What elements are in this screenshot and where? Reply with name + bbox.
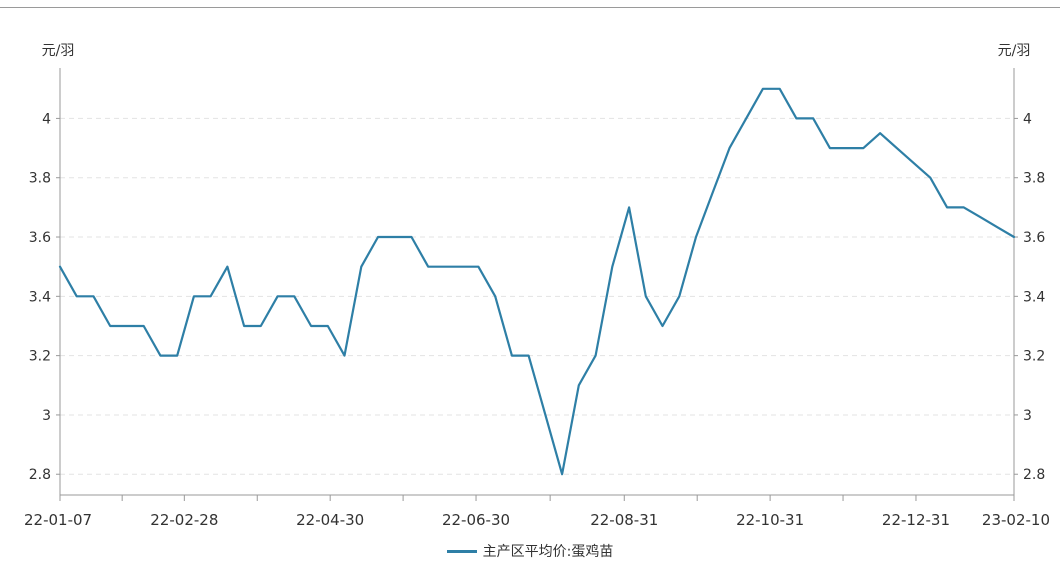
series-layer — [57, 86, 1017, 477]
y-tick-label-right: 3.6 — [1023, 230, 1045, 246]
data-point[interactable] — [325, 323, 331, 329]
data-point[interactable] — [911, 160, 917, 166]
data-point[interactable] — [392, 234, 398, 240]
y-tick-label-right: 3 — [1023, 408, 1032, 424]
data-point[interactable] — [676, 293, 682, 299]
x-tick-label: 22-04-30 — [296, 511, 364, 529]
data-point[interactable] — [526, 353, 532, 359]
data-point[interactable] — [927, 175, 933, 181]
data-point[interactable] — [609, 264, 615, 270]
data-point[interactable] — [743, 115, 749, 121]
data-point[interactable] — [208, 293, 214, 299]
y-tick-label-left: 3.6 — [29, 230, 51, 246]
legend[interactable]: 主产区平均价:蛋鸡苗 — [0, 541, 1060, 561]
y-tick-label-right: 2.8 — [1023, 467, 1045, 483]
data-point[interactable] — [241, 323, 247, 329]
data-point[interactable] — [978, 214, 984, 220]
y-tick-label-left: 3.4 — [29, 289, 51, 305]
y-axis-left-unit: 元/羽 — [42, 43, 75, 59]
y-tick-label-left: 4 — [42, 111, 51, 127]
x-tick-label: 22-02-28 — [150, 511, 218, 529]
data-point[interactable] — [492, 293, 498, 299]
data-point[interactable] — [459, 264, 465, 270]
x-axis-ticks: 22-01-07 22-02-28 22-04-30 22-06-30 22-08-31… — [24, 495, 1050, 529]
legend-label: 主产区平均价:蛋鸡苗 — [482, 544, 614, 560]
y-tick-label-right: 3.2 — [1023, 349, 1045, 365]
top-divider — [0, 7, 1060, 8]
data-point[interactable] — [258, 323, 264, 329]
legend-swatch — [446, 549, 477, 553]
y-tick-label-right: 4 — [1023, 111, 1032, 127]
data-point[interactable] — [358, 264, 364, 270]
data-point[interactable] — [442, 264, 448, 270]
y-axis-left-ticks: 2.8 3 3.2 3.4 3.6 3.8 4 — [29, 111, 60, 483]
data-point[interactable] — [141, 323, 147, 329]
x-tick-label: 22-01-07 — [24, 511, 92, 529]
data-point[interactable] — [576, 382, 582, 388]
data-point[interactable] — [810, 115, 816, 121]
data-point[interactable] — [559, 471, 565, 477]
data-point[interactable] — [107, 323, 113, 329]
data-point[interactable] — [157, 353, 163, 359]
data-point[interactable] — [760, 86, 766, 92]
series-line[interactable] — [58, 87, 1016, 476]
axes — [59, 68, 1015, 496]
data-point[interactable] — [425, 264, 431, 270]
x-tick-label: 23-02-10 — [982, 511, 1050, 529]
x-tick-label: 22-08-31 — [590, 511, 658, 529]
data-point[interactable] — [275, 293, 281, 299]
data-point[interactable] — [475, 264, 481, 270]
data-point[interactable] — [1011, 234, 1017, 240]
data-point[interactable] — [844, 145, 850, 151]
data-point[interactable] — [90, 293, 96, 299]
y-axis-right-ticks: 2.8 3 3.2 3.4 3.6 3.8 4 — [1014, 111, 1045, 483]
data-point[interactable] — [894, 145, 900, 151]
y-tick-label-left: 2.8 — [29, 467, 51, 483]
data-point[interactable] — [827, 145, 833, 151]
data-point[interactable] — [994, 224, 1000, 230]
data-point[interactable] — [961, 204, 967, 210]
data-point[interactable] — [191, 293, 197, 299]
y-tick-label-left: 3.8 — [29, 171, 51, 187]
x-tick-label: 22-10-31 — [736, 511, 804, 529]
data-point[interactable] — [509, 353, 515, 359]
data-point[interactable] — [944, 204, 950, 210]
data-point[interactable] — [342, 353, 348, 359]
data-point[interactable] — [174, 353, 180, 359]
y-tick-label-right: 3.4 — [1023, 289, 1045, 305]
data-point[interactable] — [593, 353, 599, 359]
data-point[interactable] — [777, 86, 783, 92]
data-point[interactable] — [375, 234, 381, 240]
x-tick-label: 22-06-30 — [442, 511, 510, 529]
y-axis-right-unit: 元/羽 — [998, 43, 1031, 59]
y-tick-label-right: 3.8 — [1023, 171, 1045, 187]
data-point[interactable] — [643, 293, 649, 299]
x-tick-label: 22-12-31 — [882, 511, 950, 529]
data-point[interactable] — [542, 412, 548, 418]
data-point[interactable] — [291, 293, 297, 299]
line-chart: 2.8 3 3.2 3.4 3.6 3.8 4 2.8 3 3.2 3.4 3.6 3.8 4 22-0… — [24, 43, 1050, 529]
data-point[interactable] — [308, 323, 314, 329]
data-point[interactable] — [710, 190, 716, 196]
y-tick-label-left: 3 — [42, 408, 51, 424]
data-point[interactable] — [408, 234, 414, 240]
data-point[interactable] — [626, 204, 632, 210]
data-point[interactable] — [860, 145, 866, 151]
data-point[interactable] — [57, 264, 63, 270]
data-point[interactable] — [124, 323, 130, 329]
data-point[interactable] — [224, 264, 230, 270]
data-point[interactable] — [877, 130, 883, 136]
data-point[interactable] — [793, 115, 799, 121]
data-point[interactable] — [693, 234, 699, 240]
data-point[interactable] — [74, 293, 80, 299]
data-point[interactable] — [726, 145, 732, 151]
gridlines — [60, 117, 1014, 475]
y-tick-label-left: 3.2 — [29, 349, 51, 365]
data-point[interactable] — [660, 323, 666, 329]
